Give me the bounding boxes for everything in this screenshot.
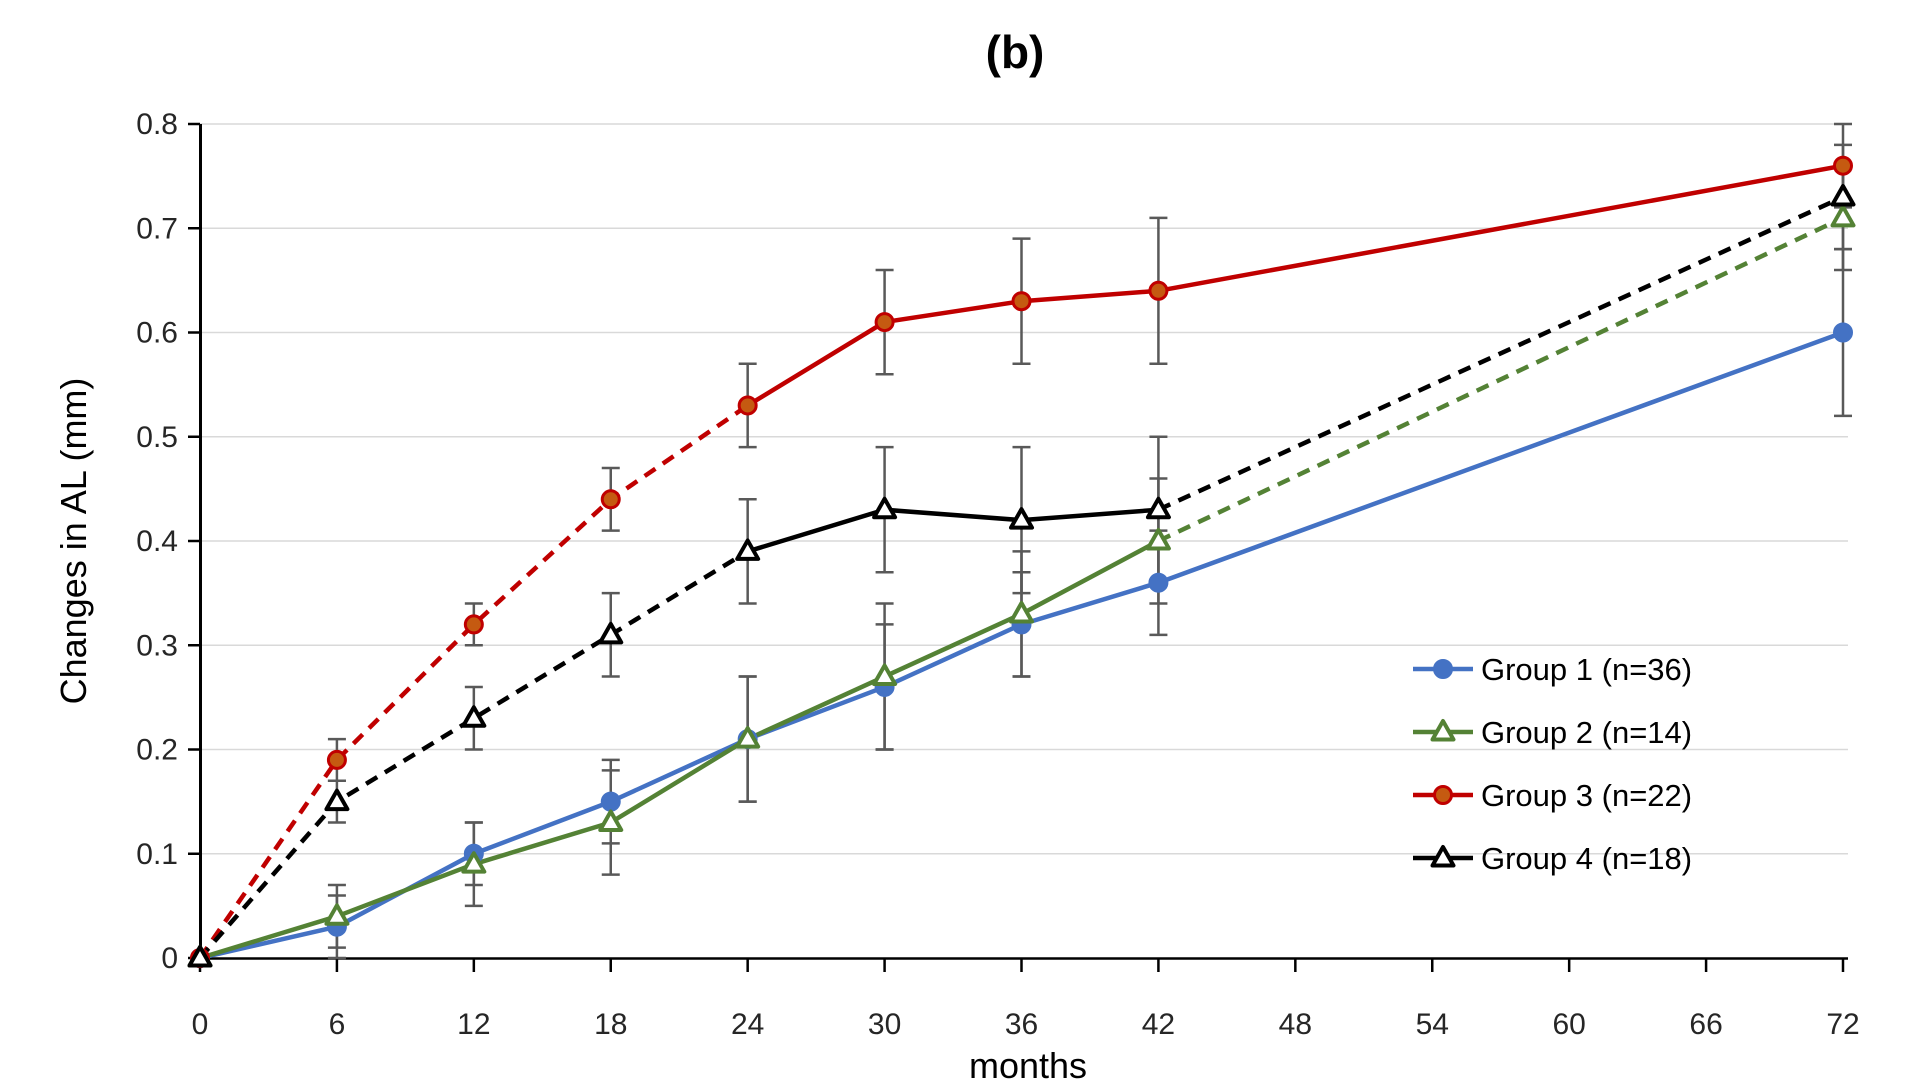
- legend: Group 1 (n=36) Group 2 (n=14) Group 3 (n=2…: [1413, 652, 1692, 876]
- tick-labels-layer: 0 0.1 0.2 0.3 0.4 0.5 0.6 0.7 0.8 0 6 12 18 24 30 36 42 4…: [136, 108, 1859, 1041]
- data-point-marker-circle: [737, 395, 758, 416]
- data-point-marker-triangle: [1009, 507, 1034, 530]
- series-line-2-dashed: [1157, 215, 1844, 544]
- data-point-marker-triangle: [872, 496, 898, 520]
- x-tick-label: 30: [868, 1008, 901, 1041]
- series-line-2-solid: [199, 539, 1160, 961]
- legend-item: Group 1 (n=36): [1413, 652, 1692, 687]
- series-markers-4: [187, 183, 1856, 968]
- y-tick-label: 0.3: [136, 629, 178, 662]
- y-tick-label: 0: [161, 942, 178, 975]
- data-point-marker-circle: [1833, 155, 1853, 176]
- data-point-marker-circle: [463, 614, 484, 635]
- data-point-marker-circle: [1011, 291, 1032, 312]
- data-point-marker-circle: [326, 749, 347, 770]
- data-point-marker-circle: [1148, 572, 1169, 593]
- y-tick-label: 0.2: [136, 734, 178, 767]
- data-point-marker-triangle: [872, 663, 898, 687]
- data-point-marker-circle: [1833, 322, 1853, 343]
- data-point-marker-triangle: [1009, 600, 1034, 624]
- data-point-marker-triangle: [1830, 183, 1856, 207]
- data-point-marker-triangle: [324, 788, 350, 812]
- data-point-marker-triangle: [461, 705, 487, 728]
- series-line-3-dashed: [198, 403, 749, 960]
- series-line-3-solid: [746, 163, 1844, 408]
- y-tick-label: 0.8: [136, 108, 178, 141]
- data-point-marker-triangle: [598, 621, 624, 645]
- y-tick-label: 0.4: [136, 525, 178, 558]
- y-tick-label: 0.5: [136, 421, 178, 454]
- x-tick-label: 66: [1689, 1008, 1722, 1041]
- legend-item: Group 2 (n=14): [1413, 715, 1692, 750]
- legend-item: Group 4 (n=18): [1413, 841, 1692, 876]
- y-tick-label: 0.1: [136, 838, 178, 871]
- data-point-marker-circle: [1433, 785, 1453, 805]
- y-tick-label: 0.6: [136, 317, 178, 350]
- x-axis-title: months: [969, 1045, 1087, 1086]
- data-point-marker-circle: [1148, 280, 1169, 301]
- data-point-marker-triangle: [735, 726, 761, 749]
- legend-label: Group 4 (n=18): [1481, 841, 1692, 876]
- series-markers-3: [190, 155, 1853, 968]
- data-point-marker-triangle: [735, 538, 761, 561]
- data-point-marker-circle: [600, 489, 621, 510]
- data-point-marker-triangle: [1830, 204, 1856, 228]
- axes-layer: [188, 122, 1848, 972]
- x-tick-label: 42: [1142, 1008, 1175, 1041]
- data-point-marker-circle: [874, 312, 895, 333]
- y-tick-label: 0.7: [136, 212, 178, 245]
- legend-label: Group 3 (n=22): [1481, 778, 1692, 813]
- series-line-4-solid: [747, 507, 1159, 554]
- x-tick-label: 6: [329, 1008, 346, 1041]
- chart-title: (b): [986, 26, 1045, 78]
- series-line-4-dashed: [198, 549, 749, 960]
- data-point-marker-circle: [1433, 659, 1453, 679]
- x-tick-label: 72: [1826, 1008, 1859, 1041]
- series-line-4-dashed: [1157, 194, 1844, 512]
- x-tick-label: 60: [1552, 1008, 1585, 1041]
- data-point-marker-triangle: [1430, 845, 1456, 868]
- data-point-marker-triangle: [1145, 496, 1171, 520]
- data-point-marker-triangle: [324, 903, 350, 926]
- x-tick-label: 54: [1416, 1008, 1449, 1041]
- x-tick-label: 18: [594, 1008, 627, 1041]
- data-point-marker-triangle: [1430, 719, 1456, 742]
- data-point-marker-triangle: [598, 809, 624, 832]
- y-axis-title: Changes in AL (mm): [53, 378, 94, 705]
- x-tick-label: 12: [457, 1008, 490, 1041]
- data-point-marker-circle: [600, 791, 621, 812]
- legend-item: Group 3 (n=22): [1413, 778, 1692, 813]
- series-markers-layer: [187, 155, 1856, 968]
- x-tick-label: 24: [731, 1008, 764, 1041]
- data-point-marker-triangle: [1145, 528, 1171, 551]
- data-point-marker-triangle: [461, 851, 487, 874]
- x-tick-label: 0: [192, 1008, 209, 1041]
- x-tick-label: 36: [1005, 1008, 1038, 1041]
- legend-label: Group 1 (n=36): [1481, 652, 1692, 687]
- x-tick-label: 48: [1279, 1008, 1312, 1041]
- legend-label: Group 2 (n=14): [1481, 715, 1692, 750]
- data-point-marker-triangle: [187, 945, 213, 968]
